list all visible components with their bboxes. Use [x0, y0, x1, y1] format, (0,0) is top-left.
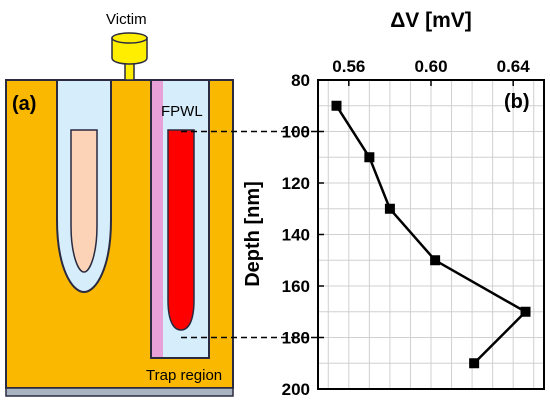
victim-gate-top [111, 32, 148, 44]
x-tick-label: 0.56 [332, 57, 365, 76]
trap-region [152, 80, 163, 358]
data-point [384, 203, 395, 214]
data-point [469, 358, 480, 369]
x-tick-label: 0.64 [497, 57, 531, 76]
panel-b-label: (b) [504, 91, 530, 113]
y-axis-ticks: 80 100 120 140 160 180 200 [282, 71, 324, 399]
data-point [430, 255, 441, 266]
panel-a-label: (a) [12, 93, 36, 115]
fpwl-core [167, 129, 195, 331]
data-point [364, 152, 375, 163]
y-axis-label: Depth [nm] [242, 181, 264, 287]
y-tick-label: 80 [291, 71, 310, 90]
y-tick-label: 180 [282, 329, 310, 348]
data-point [520, 306, 531, 317]
data-series [331, 100, 531, 369]
series-line [335, 105, 528, 365]
victim-gate-body [111, 37, 148, 65]
chart-grid [318, 80, 544, 389]
y-tick-label: 120 [282, 174, 310, 193]
device-schematic: Victim (a) FPWL Trap region [5, 11, 234, 397]
y-tick-label: 140 [282, 226, 310, 245]
victim-core [70, 129, 98, 273]
y-tick-label: 100 [282, 123, 310, 142]
trap-region-label: Trap region [146, 367, 222, 384]
reference-lines [181, 130, 318, 339]
substrate-base [5, 387, 234, 397]
x-axis-label: ΔV [mV] [390, 9, 472, 32]
data-point [331, 100, 342, 111]
victim-label: Victim [106, 11, 147, 28]
fpwl-label: FPWL [161, 103, 203, 120]
x-axis-ticks: 0.56 0.60 0.64 [332, 57, 530, 86]
y-tick-label: 200 [282, 380, 310, 399]
y-tick-label: 160 [282, 277, 310, 296]
fpwl-box [150, 79, 210, 359]
x-tick-label: 0.60 [414, 57, 447, 76]
